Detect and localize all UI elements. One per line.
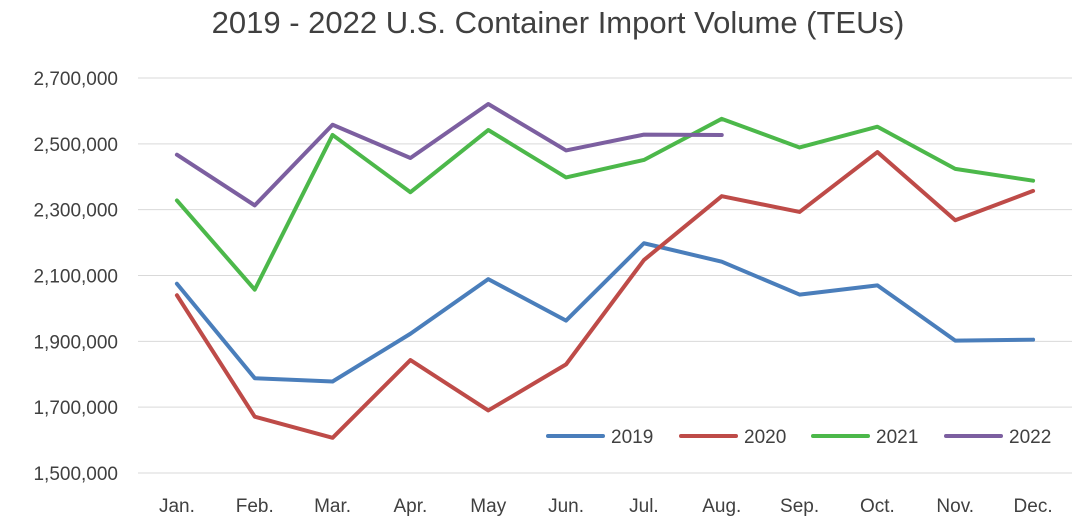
legend-label-2019: 2019	[611, 427, 653, 448]
chart-title: 2019 - 2022 U.S. Container Import Volume…	[212, 5, 905, 40]
legend-label-2021: 2021	[876, 427, 918, 448]
legend-label-2022: 2022	[1009, 427, 1051, 448]
gridlines	[138, 77, 1072, 474]
x-tick-label: Apr.	[394, 496, 428, 517]
series-lines	[174, 102, 1036, 440]
legend-label-2020: 2020	[744, 427, 786, 448]
x-tick-label: Dec.	[1014, 496, 1053, 517]
x-tick-label: Feb.	[236, 496, 274, 517]
x-tick-label: Mar.	[314, 496, 351, 517]
series-line-2020	[174, 150, 1036, 440]
series-line-2019	[174, 241, 1036, 384]
x-tick-label: Oct.	[860, 496, 895, 517]
y-tick-label: 1,700,000	[33, 398, 118, 419]
legend: 2019 2020 2021 2022	[546, 427, 1051, 448]
x-tick-label: Jul.	[629, 496, 659, 517]
y-tick-label: 1,500,000	[33, 464, 118, 485]
x-tick-label: Sep.	[780, 496, 819, 517]
x-tick-label: Aug.	[702, 496, 741, 517]
series-line-2022	[174, 102, 724, 208]
y-tick-label: 1,900,000	[33, 332, 118, 353]
y-tick-label: 2,100,000	[33, 267, 118, 288]
x-tick-label: May	[470, 496, 506, 517]
y-tick-label: 2,300,000	[33, 201, 118, 222]
y-tick-label: 2,700,000	[33, 69, 118, 90]
y-tick-label: 2,500,000	[33, 135, 118, 156]
series-line-2021	[174, 116, 1036, 292]
x-tick-label: Nov.	[936, 496, 974, 517]
x-tick-label: Jan.	[159, 496, 195, 517]
y-axis-tick-labels: 1,500,000 1,700,000 1,900,000 2,100,000 2,30…	[33, 69, 118, 485]
x-tick-label: Jun.	[548, 496, 584, 517]
x-axis-tick-labels: Jan. Feb. Mar. Apr. May Jun. Jul. Aug. Sep. Oct. N…	[159, 496, 1053, 517]
